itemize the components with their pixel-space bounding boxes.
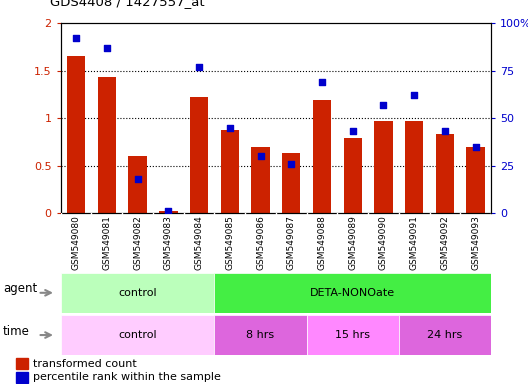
Bar xyxy=(214,315,307,355)
Bar xyxy=(307,315,399,355)
Bar xyxy=(16,358,29,369)
Bar xyxy=(128,156,147,213)
Text: GSM549092: GSM549092 xyxy=(440,215,449,270)
Bar xyxy=(399,315,491,355)
Bar xyxy=(374,121,393,213)
Text: GSM549087: GSM549087 xyxy=(287,215,296,270)
Text: 8 hrs: 8 hrs xyxy=(247,330,275,340)
Bar xyxy=(282,153,300,213)
Bar xyxy=(221,131,239,213)
Point xyxy=(410,92,418,98)
Bar xyxy=(214,273,491,313)
Point xyxy=(225,124,234,131)
Bar xyxy=(466,147,485,213)
Text: time: time xyxy=(3,324,30,338)
Bar xyxy=(251,147,270,213)
Bar xyxy=(98,77,116,213)
Text: percentile rank within the sample: percentile rank within the sample xyxy=(33,372,221,382)
Point xyxy=(441,128,449,134)
Point xyxy=(256,153,265,159)
Text: GSM549081: GSM549081 xyxy=(102,215,111,270)
Point xyxy=(348,128,357,134)
Point xyxy=(164,208,173,214)
Point xyxy=(287,161,296,167)
Point xyxy=(102,45,111,51)
Point xyxy=(195,64,203,70)
Text: GSM549080: GSM549080 xyxy=(72,215,81,270)
Text: control: control xyxy=(118,330,157,340)
Point xyxy=(134,176,142,182)
Point xyxy=(72,35,80,41)
Bar xyxy=(61,315,214,355)
Text: DETA-NONOate: DETA-NONOate xyxy=(310,288,395,298)
Text: GSM549085: GSM549085 xyxy=(225,215,234,270)
Bar xyxy=(67,56,86,213)
Text: GSM549093: GSM549093 xyxy=(471,215,480,270)
Text: GSM549084: GSM549084 xyxy=(194,215,203,270)
Text: GDS4408 / 1427557_at: GDS4408 / 1427557_at xyxy=(50,0,205,8)
Bar xyxy=(61,273,214,313)
Bar xyxy=(190,97,208,213)
Text: GSM549083: GSM549083 xyxy=(164,215,173,270)
Text: 24 hrs: 24 hrs xyxy=(427,330,463,340)
Point xyxy=(472,144,480,150)
Text: GSM549086: GSM549086 xyxy=(256,215,265,270)
Text: GSM549082: GSM549082 xyxy=(133,215,142,270)
Text: GSM549089: GSM549089 xyxy=(348,215,357,270)
Bar xyxy=(436,134,454,213)
Point xyxy=(318,79,326,85)
Bar xyxy=(159,211,177,213)
Text: 15 hrs: 15 hrs xyxy=(335,330,370,340)
Text: GSM549091: GSM549091 xyxy=(410,215,419,270)
Bar xyxy=(405,121,423,213)
Text: agent: agent xyxy=(3,282,37,295)
Bar xyxy=(16,372,29,382)
Text: GSM549088: GSM549088 xyxy=(317,215,326,270)
Text: control: control xyxy=(118,288,157,298)
Point xyxy=(379,102,388,108)
Bar xyxy=(313,100,331,213)
Text: GSM549090: GSM549090 xyxy=(379,215,388,270)
Text: transformed count: transformed count xyxy=(33,359,137,369)
Bar xyxy=(344,138,362,213)
